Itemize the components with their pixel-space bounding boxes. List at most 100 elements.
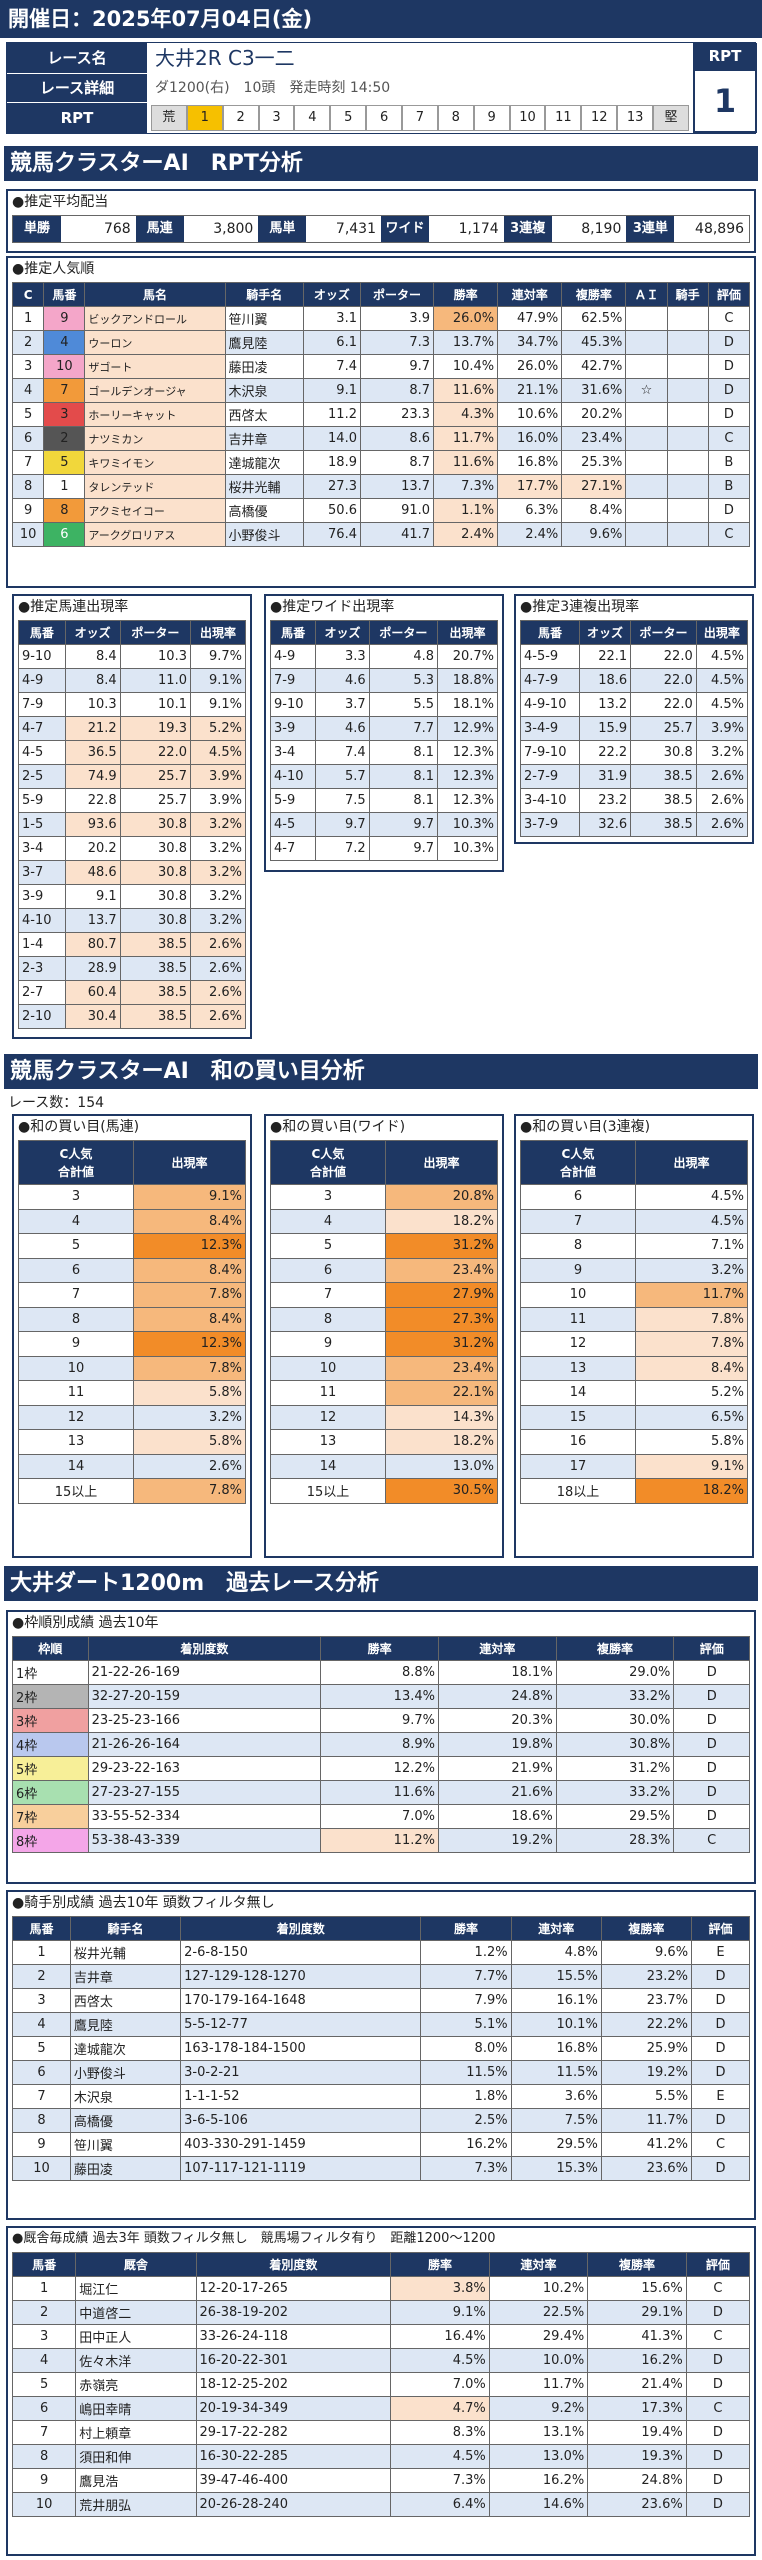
show-rate-cell: 23.7% xyxy=(600,1988,693,2013)
rate-cell: 12.3% xyxy=(437,764,498,789)
place2-rate-cell: 16.8% xyxy=(510,2036,602,2061)
rank-cell: 3 xyxy=(11,354,45,379)
grade-cell: C xyxy=(707,306,751,331)
table-row: 4-7-9 18.6 22.0 4.5% xyxy=(520,668,749,693)
sum-cell: 9 xyxy=(270,1331,386,1357)
rate-cell: 3.2% xyxy=(189,860,247,885)
horse-number-cell: 2 xyxy=(43,426,86,451)
rate-cell: 2.6% xyxy=(695,764,749,789)
combo-cell: 4-5-9 xyxy=(520,644,580,669)
rpt-scale-cell: 9 xyxy=(473,105,510,131)
odds-cell: 32.6 xyxy=(578,812,632,837)
odds-cell: 36.5 xyxy=(64,740,121,765)
odds-cell: 3.1 xyxy=(302,306,361,331)
grade-cell: C xyxy=(707,426,751,451)
payout-value: 8,190 xyxy=(581,221,622,237)
table-row: 13 8.4% xyxy=(520,1355,749,1381)
jockey-mark-cell xyxy=(666,426,709,451)
wide-title: ●推定ワイド出現率 xyxy=(270,599,395,615)
win-rate-cell: 11.6% xyxy=(433,378,499,403)
place2-rate-cell: 11.5% xyxy=(510,2060,602,2085)
horse-number-cell: 1 xyxy=(12,1940,71,1965)
grade-cell: C xyxy=(707,522,751,547)
jockey-mark-cell xyxy=(666,522,709,547)
table-row: 4-5 9.7 9.7 10.3% xyxy=(269,812,498,837)
table-row: 2-5 74.9 25.7 3.9% xyxy=(18,764,247,789)
rank-cell: 9 xyxy=(11,498,45,523)
popularity-table: C 馬番 馬名 騎手名 オッズ ポーター 勝率 連対率 複勝率 ＡＩ 騎手 評価 1 9 ビックアンドロール… xyxy=(11,282,751,547)
rpt-label: RPT xyxy=(7,103,147,133)
porter-cell: 8.1 xyxy=(368,764,439,789)
waku-table: 枠順 着別度数 勝率 連対率 複勝率 評価 1枠 21-22-26-169 8.8% 18.1% 2… xyxy=(12,1636,750,1853)
grade-cell: D xyxy=(685,2420,751,2445)
stable-cell: 佐々木洋 xyxy=(75,2348,197,2373)
odds-cell: 7.2 xyxy=(315,836,370,861)
column-header: 出現率 xyxy=(634,1140,749,1185)
porter-cell: 8.1 xyxy=(368,788,439,813)
combo-cell: 3-7 xyxy=(18,860,66,885)
table-row: 7-9 10.3 10.1 9.1% xyxy=(18,692,247,717)
win-rate-cell: 2.5% xyxy=(420,2108,512,2133)
table-row: 6 嶋田幸晴 20-19-34-349 4.7% 9.2% 17.3% C xyxy=(11,2396,751,2421)
rate-cell: 10.3% xyxy=(437,812,498,837)
place2-rate-cell: 15.5% xyxy=(510,1964,602,1989)
record-cell: 3-6-5-106 xyxy=(180,2108,422,2133)
column-header: ポーター xyxy=(368,620,439,645)
win-rate-cell: 4.5% xyxy=(390,2348,490,2373)
record-cell: 23-25-23-166 xyxy=(87,1708,322,1733)
odds-cell: 9.7 xyxy=(315,812,370,837)
column-header: ポーター xyxy=(630,620,697,645)
show-rate-cell: 23.2% xyxy=(600,1964,693,1989)
porter-cell: 38.5 xyxy=(119,932,191,957)
win-rate-cell: 7.0% xyxy=(390,2372,490,2397)
sum-cell: 14 xyxy=(520,1380,636,1406)
place2-rate-cell: 17.7% xyxy=(497,474,563,499)
place2-rate-cell: 14.6% xyxy=(488,2492,589,2517)
rate-cell: 7.8% xyxy=(634,1306,749,1332)
table-row: 5-9 7.5 8.1 12.3% xyxy=(269,788,498,813)
odds-cell: 14.0 xyxy=(302,426,361,451)
table-row: 3-7-9 32.6 38.5 2.6% xyxy=(520,812,749,837)
porter-cell: 5.3 xyxy=(368,668,439,693)
race-name: 大井2R C3一二 xyxy=(155,46,295,70)
horse-name-cell: アクミセイコー xyxy=(84,498,226,523)
record-cell: 163-178-184-1500 xyxy=(180,2036,422,2061)
table-row: 13 5.8% xyxy=(18,1429,247,1455)
rate-cell: 2.6% xyxy=(189,932,247,957)
horse-number-cell: 10 xyxy=(43,354,86,379)
table-row: 3 10 ザゴート 藤田凌 7.4 9.7 10.4% 26.0% 42.7% D xyxy=(11,354,751,379)
show-rate-cell: 23.4% xyxy=(561,426,627,451)
odds-cell: 6.1 xyxy=(302,330,361,355)
record-cell: 403-330-291-1459 xyxy=(180,2132,422,2157)
rate-cell: 6.5% xyxy=(634,1404,749,1430)
rank-cell: 4 xyxy=(11,378,45,403)
rate-cell: 4.5% xyxy=(695,668,749,693)
horse-number-cell: 4 xyxy=(43,330,86,355)
rate-cell: 27.3% xyxy=(384,1306,499,1332)
show-rate-cell: 33.2% xyxy=(555,1684,675,1709)
odds-cell: 74.9 xyxy=(64,764,121,789)
sum-cell: 13 xyxy=(520,1355,636,1381)
show-rate-cell: 15.6% xyxy=(587,2276,687,2301)
sum-cell: 3 xyxy=(270,1184,386,1210)
table-row: 4-5 36.5 22.0 4.5% xyxy=(18,740,247,765)
porter-cell: 25.7 xyxy=(630,716,697,741)
popularity-title: ●推定人気順 xyxy=(12,261,95,277)
grade-cell: D xyxy=(673,1756,750,1781)
wa-sanren-box: ●和の買い目(3連複) C人気 合計値 出現率 6 4.5% 7 4.5% 8 7.1% 9 3.… xyxy=(514,1114,754,1558)
record-cell: 1-1-1-52 xyxy=(180,2084,422,2109)
odds-cell: 76.4 xyxy=(302,522,361,547)
odds-cell: 3.3 xyxy=(315,644,370,669)
horse-number-cell: 3 xyxy=(43,402,86,427)
horse-number-cell: 1 xyxy=(11,2276,77,2301)
record-cell: 21-26-26-164 xyxy=(87,1732,322,1757)
place2-rate-cell: 2.4% xyxy=(497,522,563,547)
odds-cell: 9.1 xyxy=(64,884,121,909)
column-header: 着別度数 xyxy=(195,2252,392,2277)
grade-cell: D xyxy=(691,2012,750,2037)
combo-cell: 5-9 xyxy=(18,788,66,813)
grade-cell: D xyxy=(707,402,751,427)
table-row: 2 4 ウーロン 鷹見陸 6.1 7.3 13.7% 34.7% 45.3% D xyxy=(11,330,751,355)
grade-cell: B xyxy=(707,450,751,475)
horse-number-cell: 7 xyxy=(11,2420,77,2445)
